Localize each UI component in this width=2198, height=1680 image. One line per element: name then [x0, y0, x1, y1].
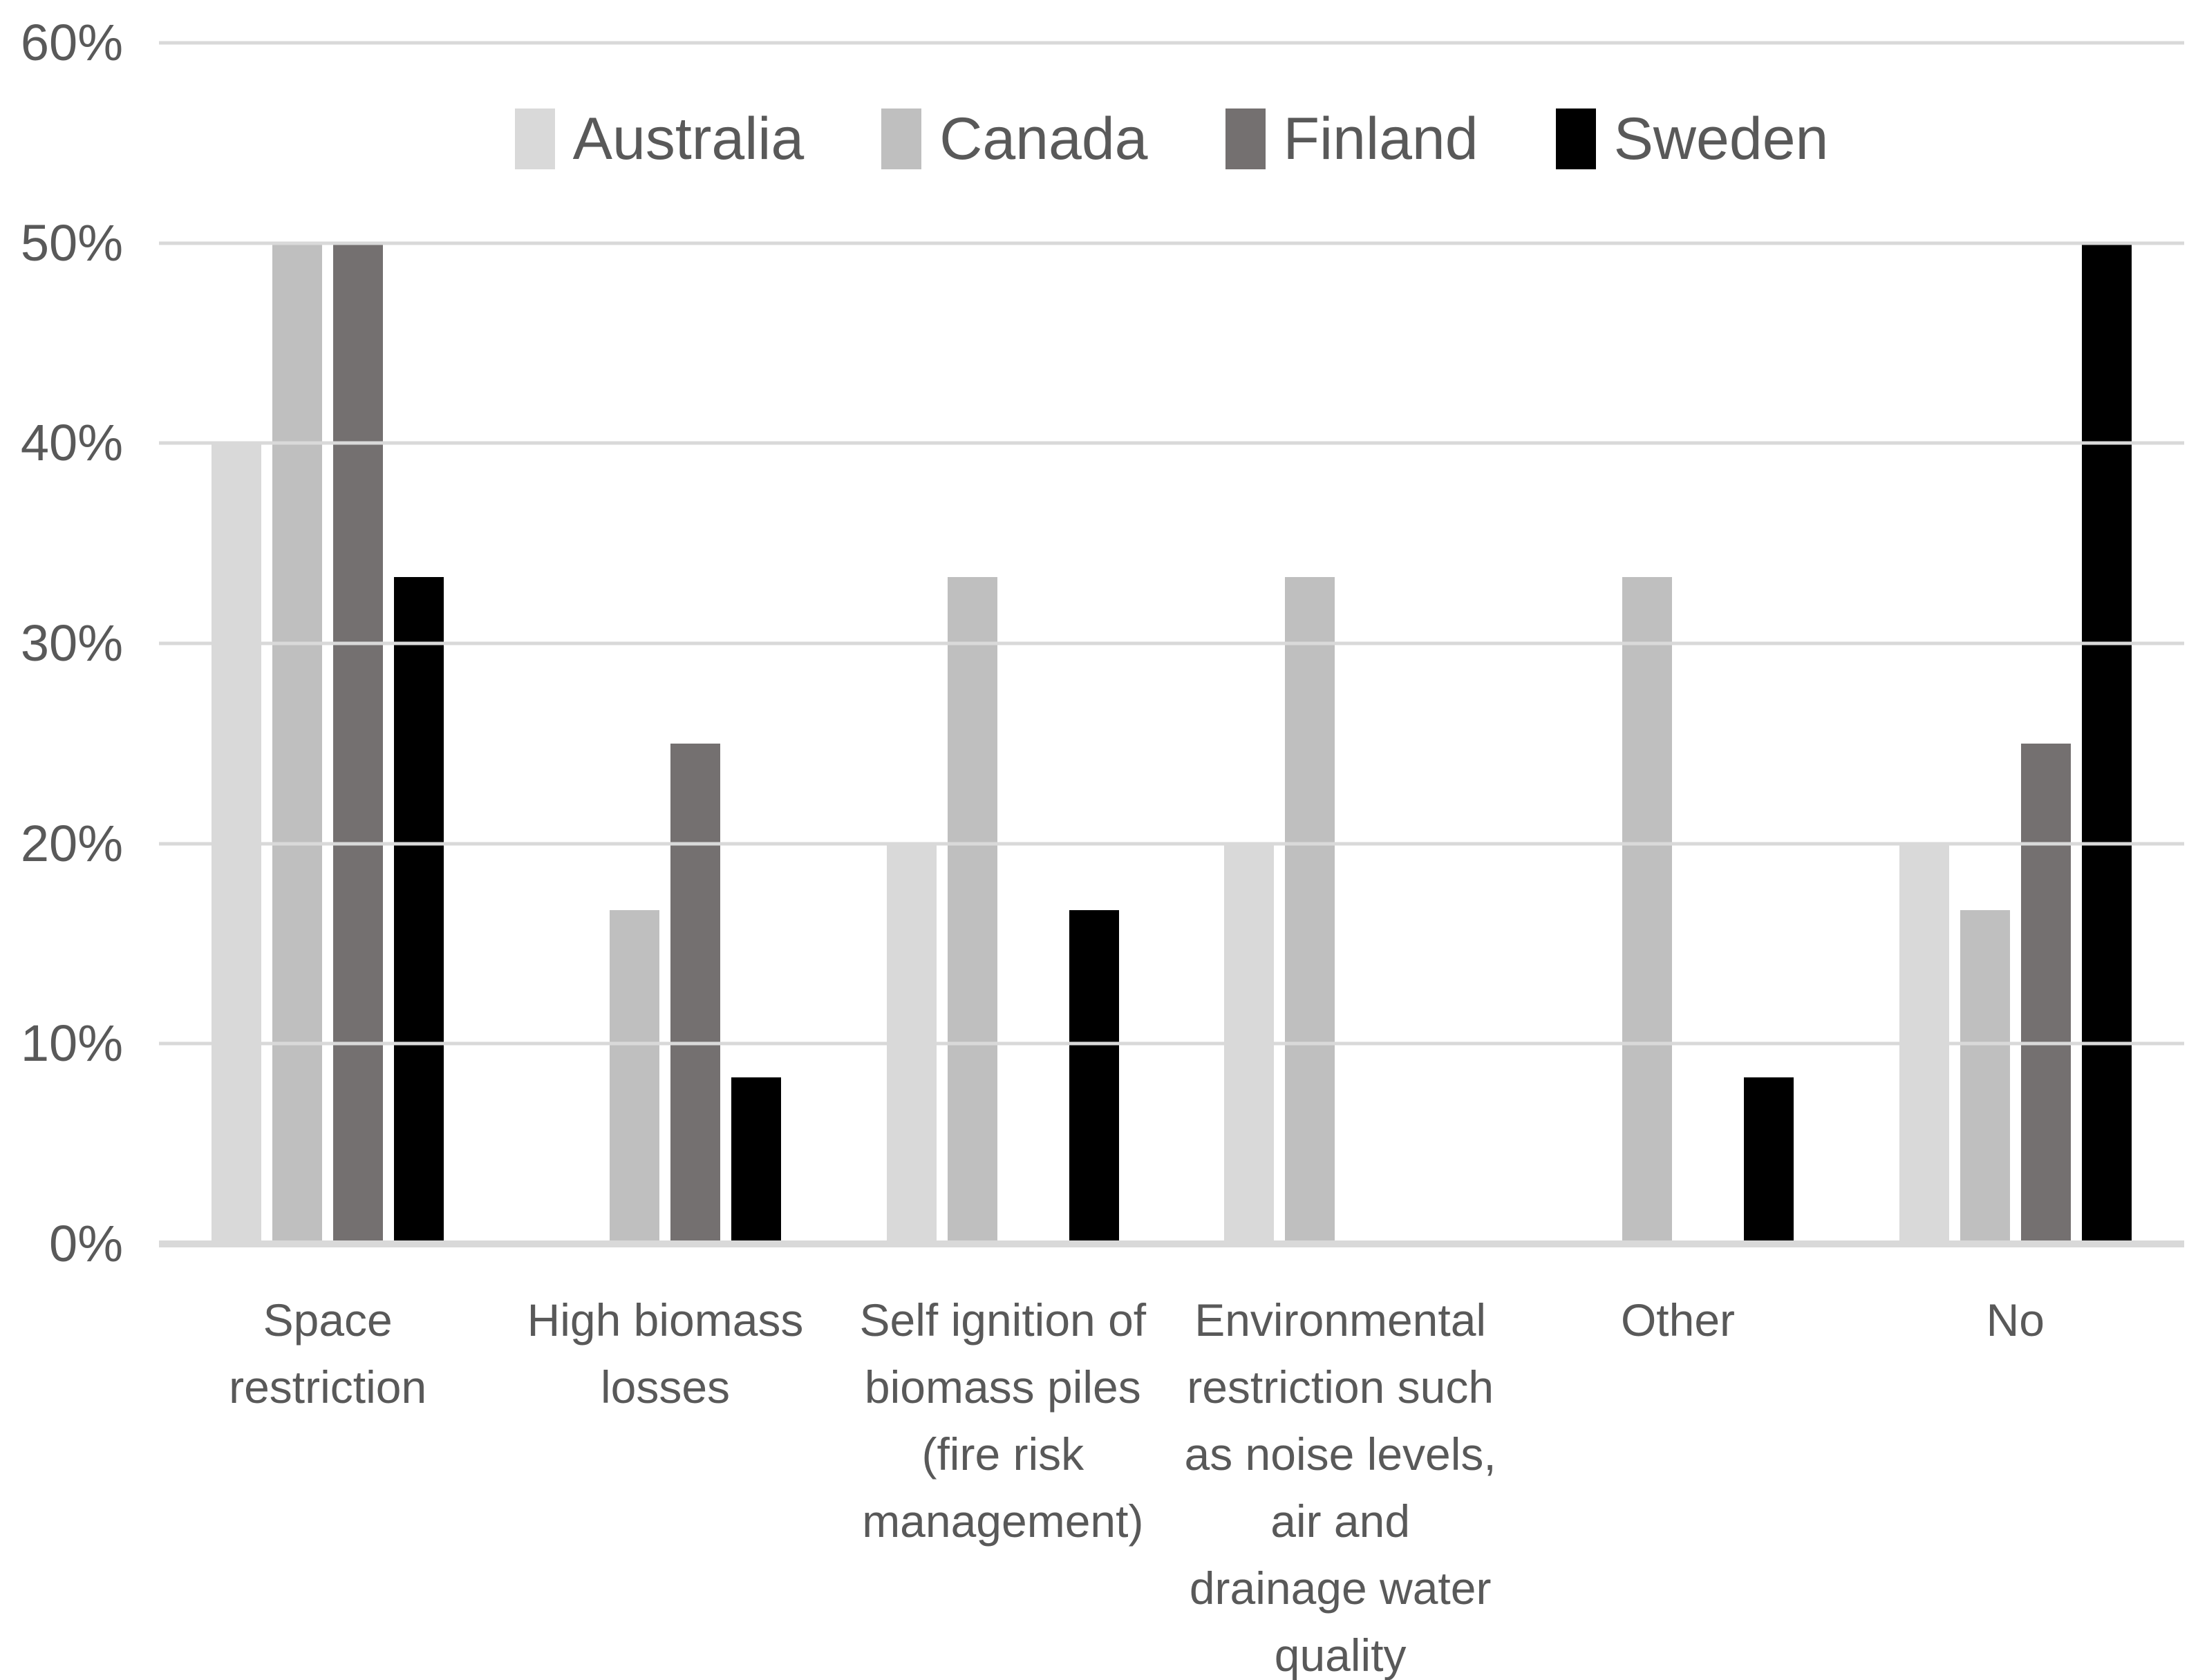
x-axis-line	[159, 1240, 2184, 1247]
bar-group	[1509, 43, 1846, 1244]
bar-group	[159, 43, 496, 1244]
legend-swatch-icon	[514, 108, 555, 169]
gridline	[159, 641, 2184, 645]
y-tick-label: 10%	[20, 1014, 123, 1073]
plot-area	[159, 41, 2184, 1247]
category-label: Environmental restriction such as noise …	[1184, 1294, 1496, 1680]
legend-label: Finland	[1283, 106, 1478, 172]
bar-sweden	[2081, 243, 2132, 1244]
category-label: No	[1986, 1294, 2045, 1346]
legend: Australia Canada Finland Sweden	[159, 102, 2184, 176]
bar-group	[496, 43, 834, 1244]
y-tick-label: 50%	[20, 214, 123, 272]
bar-finland	[333, 243, 384, 1244]
category-label: Space restriction	[229, 1294, 427, 1413]
y-tick-label: 40%	[20, 414, 123, 472]
category-label: High biomass losses	[527, 1294, 804, 1413]
bar-finland	[2020, 743, 2071, 1244]
bar-sweden	[1744, 1077, 1794, 1244]
bar-canada	[272, 243, 323, 1244]
legend-item: Australia	[514, 106, 805, 172]
bar-groups	[159, 43, 2184, 1244]
gridline	[159, 41, 2184, 45]
y-tick-label: 0%	[49, 1215, 123, 1272]
bar-canada	[610, 910, 660, 1244]
legend-item: Canada	[881, 106, 1148, 172]
bar-canada	[1622, 576, 1673, 1244]
legend-label: Australia	[572, 106, 805, 172]
legend-swatch-icon	[1555, 108, 1596, 169]
y-tick-label: 20%	[20, 814, 123, 872]
legend-label: Canada	[939, 106, 1148, 172]
category-label: Other	[1620, 1294, 1736, 1346]
bar-canada	[947, 576, 997, 1244]
gridline	[159, 1041, 2184, 1046]
bar-finland	[670, 743, 721, 1244]
bar-sweden	[394, 576, 444, 1244]
bar-sweden	[1069, 910, 1119, 1244]
x-axis: Space restriction High biomass losses Self…	[159, 1287, 2184, 1680]
bar-sweden	[731, 1077, 782, 1244]
gridline	[159, 241, 2184, 245]
legend-swatch-icon	[1225, 108, 1266, 169]
bar-group	[1847, 43, 2184, 1244]
bar-canada	[1960, 910, 2010, 1244]
y-axis: 60% 50% 40% 30% 20% 10% 0%	[0, 17, 131, 1270]
legend-swatch-icon	[881, 108, 922, 169]
legend-item: Finland	[1225, 108, 1478, 169]
y-tick-label: 30%	[20, 614, 123, 672]
category-label: Self ignition of biomass piles (fire ris…	[859, 1294, 1147, 1547]
legend-label: Sweden	[1613, 106, 1829, 172]
gridline	[159, 441, 2184, 445]
gridline	[159, 842, 2184, 846]
legend-item: Sweden	[1555, 106, 1829, 172]
y-tick-label: 60%	[20, 14, 123, 71]
bar-canada	[1285, 576, 1335, 1244]
